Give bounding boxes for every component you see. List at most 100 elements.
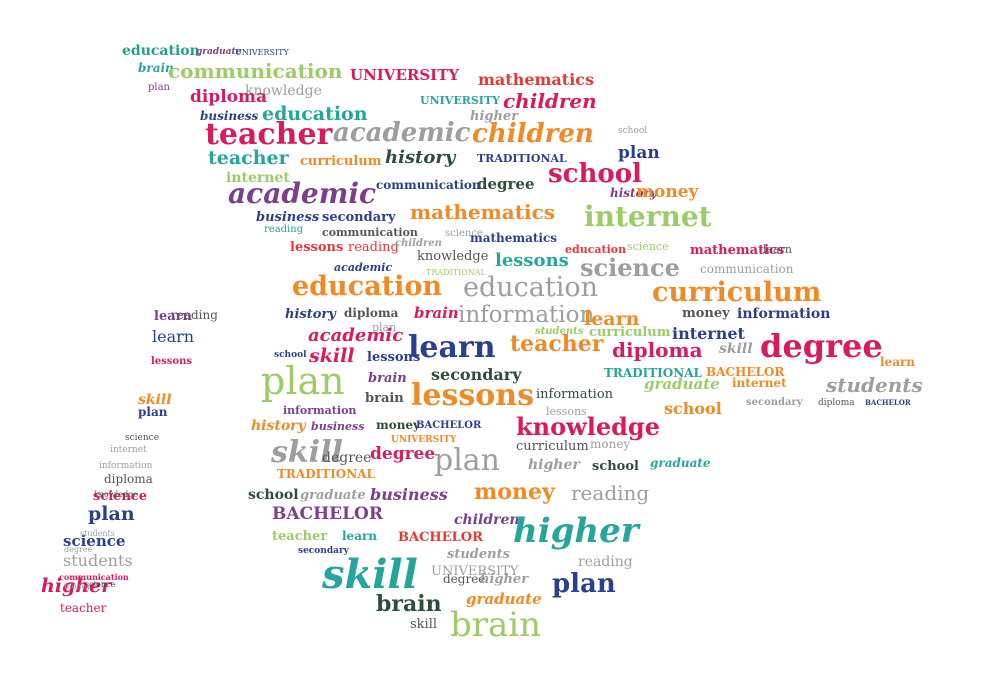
cloud-word-communication: communication bbox=[322, 226, 418, 239]
cloud-word-students: students bbox=[447, 547, 511, 562]
cloud-word-knowledge: knowledge bbox=[516, 412, 660, 441]
cloud-word-degree: degree bbox=[322, 450, 371, 466]
cloud-word-school: school bbox=[248, 487, 299, 503]
cloud-word-skill: skill bbox=[410, 617, 437, 632]
cloud-word-business: business bbox=[311, 420, 364, 433]
cloud-word-education: education bbox=[565, 243, 626, 256]
cloud-word-science: science bbox=[125, 433, 159, 443]
cloud-word-students: students bbox=[825, 373, 923, 397]
cloud-word-learn: learn bbox=[152, 327, 194, 346]
cloud-word-lessons: lessons bbox=[151, 356, 192, 367]
cloud-word-higher: higher bbox=[41, 575, 113, 597]
cloud-word-business: business bbox=[370, 485, 448, 504]
cloud-word-mathematics: mathematics bbox=[478, 70, 594, 89]
cloud-word-bachelor: BACHELOR bbox=[272, 504, 384, 524]
cloud-word-higher: higher bbox=[480, 572, 529, 587]
cloud-word-curriculum: curriculum bbox=[516, 439, 589, 454]
cloud-word-higher: higher bbox=[470, 109, 519, 124]
cloud-word-academic: academic bbox=[228, 177, 376, 210]
cloud-word-university: UNIVERSITY bbox=[391, 435, 457, 445]
cloud-word-information: information bbox=[99, 461, 153, 471]
cloud-word-secondary: secondary bbox=[746, 397, 804, 408]
cloud-word-bachelor: BACHELOR bbox=[416, 420, 482, 431]
cloud-word-diploma: diploma bbox=[104, 472, 153, 486]
cloud-word-secondary: secondary bbox=[322, 210, 396, 225]
cloud-word-learn: learn bbox=[763, 243, 792, 256]
cloud-word-knowledge: knowledge bbox=[94, 490, 138, 499]
cloud-word-brain: brain bbox=[138, 61, 174, 75]
cloud-word-diploma: diploma bbox=[190, 87, 267, 107]
cloud-word-brain: brain bbox=[368, 371, 407, 386]
cloud-word-higher: higher bbox=[513, 511, 641, 551]
cloud-word-science: science bbox=[445, 228, 483, 239]
cloud-word-skill: skill bbox=[308, 345, 355, 367]
cloud-word-reading: reading bbox=[171, 308, 218, 322]
cloud-word-degree: degree bbox=[64, 545, 93, 554]
cloud-word-science: science bbox=[93, 489, 147, 504]
cloud-word-brain: brain bbox=[450, 605, 541, 645]
cloud-word-children: children bbox=[395, 238, 442, 249]
cloud-word-academic: academic bbox=[333, 118, 471, 148]
cloud-word-plan: plan bbox=[372, 321, 396, 334]
cloud-word-money: money bbox=[474, 479, 556, 505]
cloud-word-plan: plan bbox=[552, 569, 616, 599]
cloud-word-degree: degree bbox=[760, 327, 883, 365]
cloud-word-traditional: TRADITIONAL bbox=[477, 152, 567, 165]
cloud-word-teacher: teacher bbox=[208, 147, 290, 169]
cloud-word-plan: plan bbox=[138, 405, 168, 419]
cloud-word-reading: reading bbox=[578, 554, 633, 570]
cloud-word-secondary: secondary bbox=[431, 365, 522, 384]
cloud-word-bachelor: BACHELOR bbox=[706, 365, 785, 379]
cloud-word-education: education bbox=[292, 271, 442, 302]
cloud-word-traditional: TRADITIONAL bbox=[277, 467, 376, 481]
cloud-word-information: information bbox=[737, 306, 830, 322]
cloud-word-bachelor: BACHELOR bbox=[865, 398, 911, 407]
cloud-word-teacher: teacher bbox=[272, 529, 327, 544]
cloud-word-science: science bbox=[85, 580, 116, 589]
cloud-word-education: education bbox=[122, 43, 200, 59]
cloud-word-teacher: teacher bbox=[205, 117, 334, 152]
cloud-word-diploma: diploma bbox=[344, 306, 399, 320]
cloud-word-history: history bbox=[610, 186, 658, 200]
cloud-word-skill: skill bbox=[719, 341, 753, 357]
cloud-word-internet: internet bbox=[226, 170, 290, 186]
cloud-word-secondary: secondary bbox=[298, 546, 350, 556]
cloud-word-university: UNIVERSITY bbox=[420, 94, 500, 107]
cloud-word-diploma: diploma bbox=[818, 398, 855, 408]
cloud-word-traditional: TRADITIONAL bbox=[604, 366, 703, 380]
cloud-word-degree: degree bbox=[477, 175, 535, 193]
cloud-word-graduate: graduate bbox=[644, 375, 720, 393]
cloud-word-reading: reading bbox=[348, 240, 399, 255]
cloud-word-curriculum: curriculum bbox=[589, 325, 671, 340]
cloud-word-internet: internet bbox=[110, 445, 147, 455]
cloud-word-school: school bbox=[548, 159, 642, 189]
cloud-word-bachelor: BACHELOR bbox=[398, 530, 483, 545]
cloud-word-money: money bbox=[636, 182, 700, 202]
cloud-word-knowledge: knowledge bbox=[245, 83, 322, 99]
cloud-word-brain: brain bbox=[414, 304, 459, 322]
cloud-word-teacher: teacher bbox=[510, 331, 604, 357]
cloud-word-graduate: graduate bbox=[650, 456, 711, 470]
cloud-word-communication: communication bbox=[376, 178, 481, 192]
cloud-word-academic: academic bbox=[308, 325, 403, 346]
cloud-word-communication: communication bbox=[168, 59, 343, 83]
cloud-word-internet: internet bbox=[672, 324, 746, 343]
cloud-word-academic: academic bbox=[334, 261, 392, 274]
cloud-word-science: science bbox=[627, 240, 669, 253]
cloud-word-skill: skill bbox=[321, 551, 418, 598]
cloud-word-learn: learn bbox=[408, 330, 496, 365]
cloud-word-communication: communication bbox=[59, 572, 129, 582]
cloud-word-learn: learn bbox=[154, 309, 192, 324]
cloud-word-learn: learn bbox=[342, 529, 377, 543]
cloud-word-plan: plan bbox=[261, 359, 345, 403]
cloud-word-internet: internet bbox=[584, 200, 712, 233]
cloud-word-school: school bbox=[592, 459, 639, 474]
cloud-word-plan: plan bbox=[618, 143, 660, 163]
cloud-word-lessons: lessons bbox=[495, 250, 569, 271]
cloud-word-degree: degree bbox=[370, 444, 435, 464]
cloud-word-brain: brain bbox=[365, 391, 404, 406]
cloud-word-lessons: lessons bbox=[546, 405, 587, 418]
cloud-word-mathematics: mathematics bbox=[410, 200, 555, 224]
cloud-word-curriculum: curriculum bbox=[300, 154, 382, 169]
cloud-word-school: school bbox=[274, 350, 307, 360]
